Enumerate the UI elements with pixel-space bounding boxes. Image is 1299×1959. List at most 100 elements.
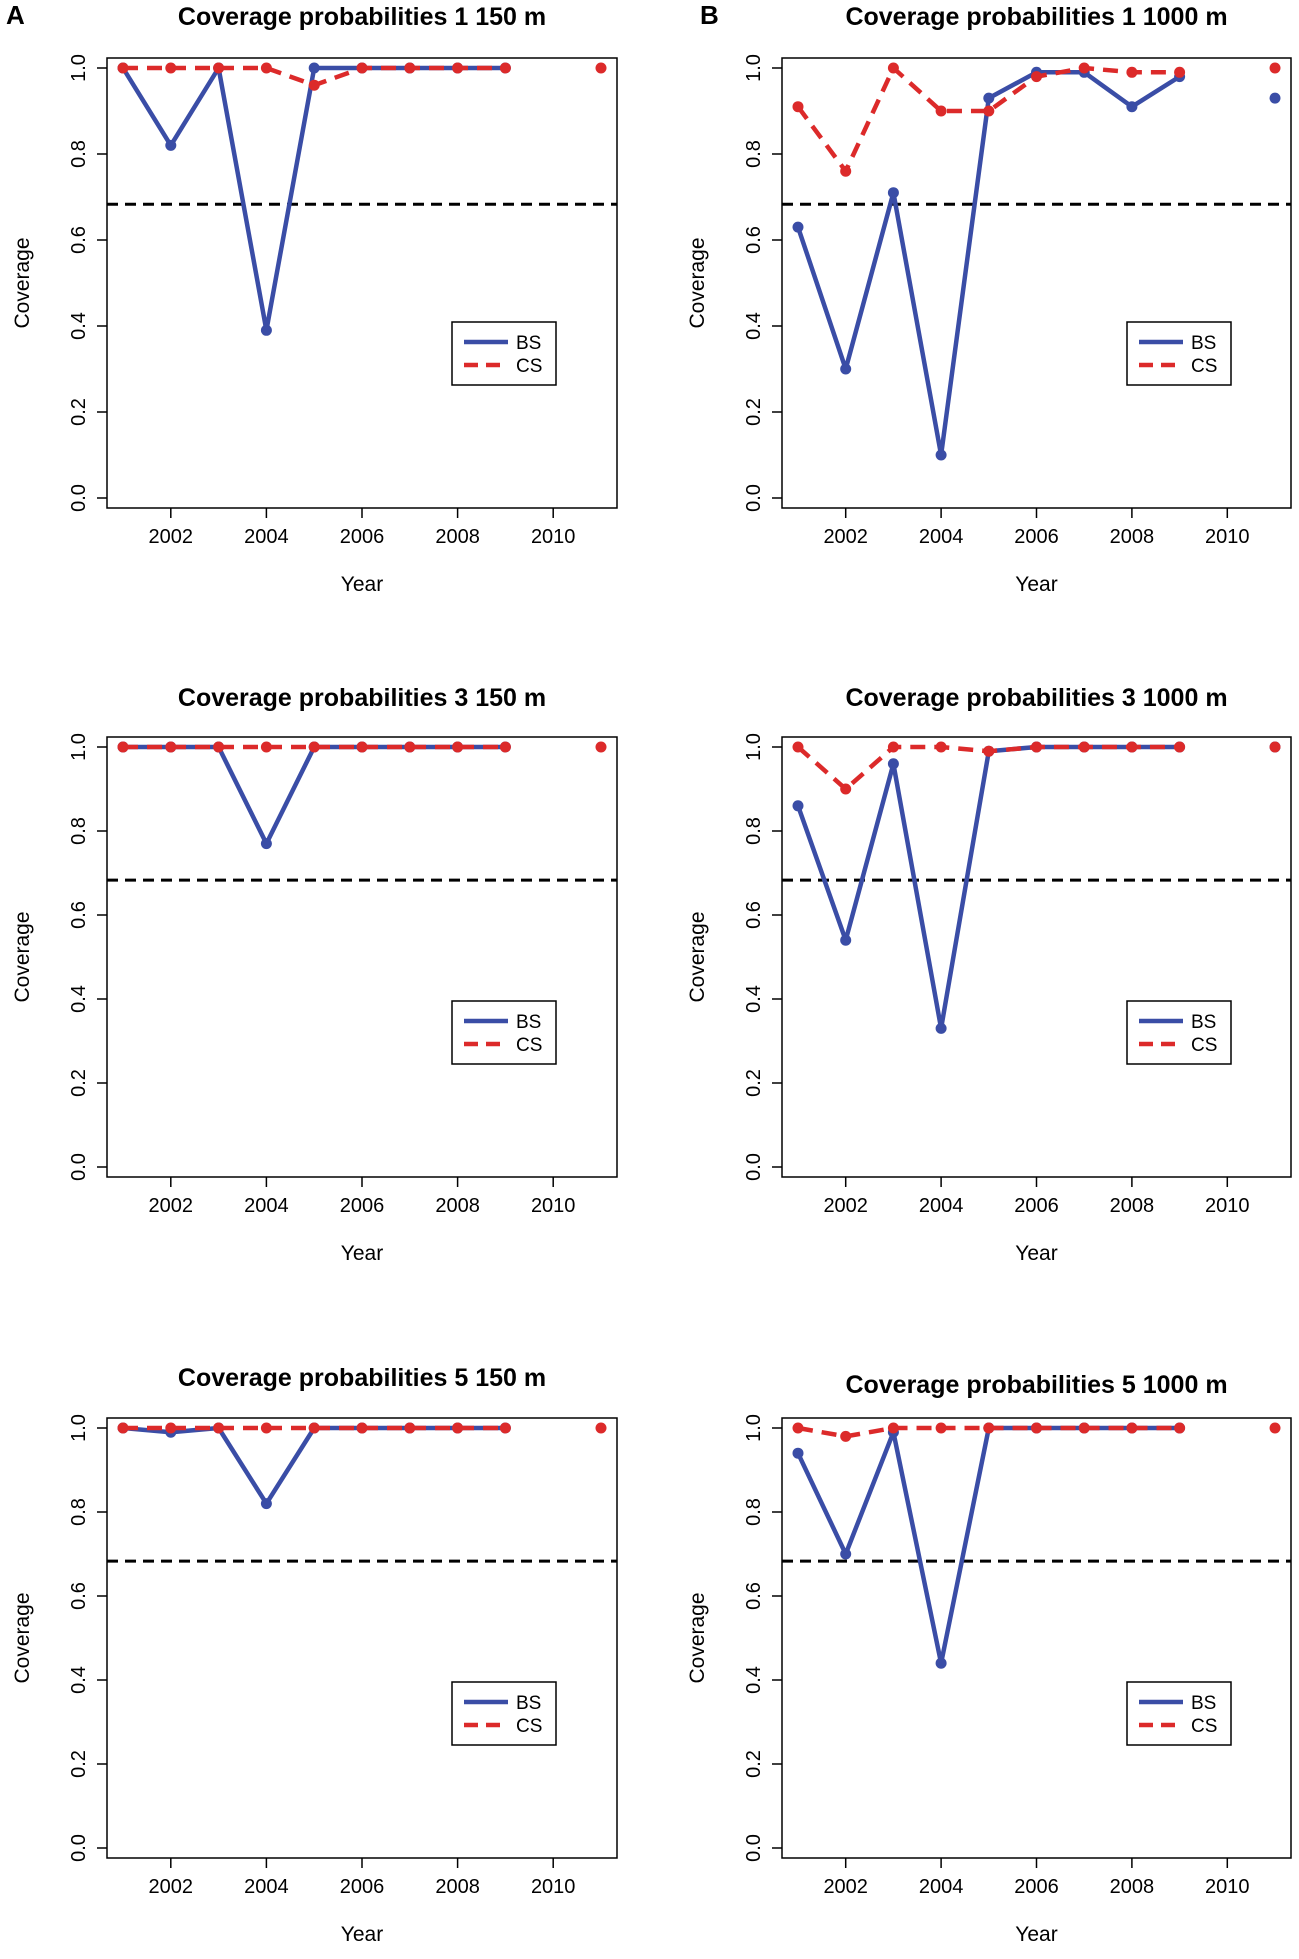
data-point-cs bbox=[165, 62, 177, 74]
x-axis-label: Year bbox=[1015, 1923, 1057, 1946]
data-point-cs bbox=[260, 62, 272, 74]
y-tick-label: 0.4 bbox=[743, 1666, 765, 1694]
y-axis-label: Coverage bbox=[686, 911, 709, 1002]
x-tick-label: 2010 bbox=[531, 1876, 576, 1898]
chart-title: Coverage probabilities 5 1000 m bbox=[845, 1371, 1227, 1399]
series-line-bs bbox=[795, 1425, 1180, 1666]
y-tick-label: 1.0 bbox=[743, 733, 765, 761]
data-point-cs bbox=[1031, 71, 1042, 83]
data-point-bs bbox=[1269, 92, 1281, 104]
y-axis-label: Coverage bbox=[686, 1592, 709, 1683]
y-tick-label: 0.6 bbox=[68, 226, 90, 254]
data-point-cs bbox=[792, 101, 804, 113]
data-point-bs bbox=[792, 1447, 804, 1459]
y-tick-label: 0.4 bbox=[68, 985, 90, 1013]
data-point-bs bbox=[260, 324, 272, 336]
panel-label-a: A bbox=[6, 0, 25, 30]
x-tick-label: 2008 bbox=[435, 526, 480, 548]
y-axis-label: Coverage bbox=[11, 911, 34, 1002]
data-point-cs bbox=[499, 62, 511, 74]
data-point-cs bbox=[499, 1422, 511, 1434]
y-tick-label: 0.8 bbox=[68, 817, 90, 845]
data-point-cs bbox=[452, 1422, 464, 1434]
data-point-cs bbox=[1031, 1422, 1042, 1434]
y-tick-label: 0.8 bbox=[68, 140, 90, 168]
data-point-cs bbox=[117, 1422, 129, 1434]
chart-panel-4: Coverage probabilities 3 1000 m 0.0 0.2 0.4… bbox=[686, 684, 1292, 1265]
y-tick-label: 1.0 bbox=[743, 1414, 765, 1442]
data-point-cs bbox=[595, 1422, 607, 1434]
data-point-cs bbox=[308, 741, 320, 753]
x-tick-label: 2006 bbox=[1014, 1876, 1059, 1898]
x-tick-label: 2002 bbox=[149, 526, 194, 548]
data-point-cs bbox=[213, 741, 225, 753]
y-tick-label: 0.0 bbox=[68, 484, 90, 512]
data-point-cs bbox=[165, 741, 177, 753]
legend-label-cs: CS bbox=[1191, 1716, 1217, 1737]
y-tick-label: 0.2 bbox=[68, 1069, 90, 1097]
x-axis-label: Year bbox=[1015, 1242, 1057, 1265]
data-point-cs bbox=[983, 745, 995, 757]
data-point-bs bbox=[792, 800, 804, 812]
panel-label-b: B bbox=[700, 0, 719, 30]
chart-panel-2: Coverage probabilities 1 1000 m 0.0 0.2 0.4… bbox=[686, 3, 1292, 596]
legend-box bbox=[1126, 1681, 1232, 1746]
y-tick-label: 0.6 bbox=[743, 1582, 765, 1610]
y-tick-label: 0.2 bbox=[743, 1069, 765, 1097]
x-tick-label: 2008 bbox=[1110, 1876, 1155, 1898]
y-tick-label: 1.0 bbox=[68, 1414, 90, 1442]
x-tick-label: 2002 bbox=[823, 526, 868, 548]
chart-panel-3: Coverage probabilities 3 150 m 0.0 0.2 0.4 0… bbox=[11, 684, 618, 1265]
plot-frame bbox=[106, 736, 618, 1178]
chart-title: Coverage probabilities 3 150 m bbox=[178, 684, 546, 712]
data-point-bs bbox=[887, 758, 899, 770]
data-point-cs bbox=[792, 741, 804, 753]
data-point-cs bbox=[983, 105, 995, 117]
data-point-cs bbox=[452, 62, 464, 74]
x-tick-label: 2010 bbox=[1205, 1195, 1250, 1217]
data-point-bs bbox=[935, 449, 947, 461]
x-tick-label: 2008 bbox=[435, 1876, 480, 1898]
chart-title: Coverage probabilities 5 150 m bbox=[178, 1364, 546, 1392]
legend-box bbox=[451, 1000, 557, 1065]
legend-label-bs: BS bbox=[1191, 1693, 1216, 1714]
y-tick-label: 0.6 bbox=[743, 226, 765, 254]
legend-box bbox=[1126, 321, 1232, 386]
plot-frame bbox=[781, 1417, 1292, 1859]
data-point-cs bbox=[1078, 741, 1090, 753]
x-tick-label: 2002 bbox=[823, 1876, 868, 1898]
data-point-cs bbox=[1078, 62, 1090, 74]
series-line-bs bbox=[121, 65, 506, 333]
y-tick-label: 0.4 bbox=[743, 312, 765, 340]
x-tick-label: 2010 bbox=[531, 1195, 576, 1217]
y-tick-label: 0.6 bbox=[68, 1582, 90, 1610]
series-line-bs bbox=[795, 744, 1180, 1031]
data-point-cs bbox=[1269, 741, 1281, 753]
y-axis-label: Coverage bbox=[11, 1592, 34, 1683]
data-point-cs bbox=[356, 62, 368, 74]
x-tick-label: 2006 bbox=[340, 1195, 385, 1217]
data-point-cs bbox=[404, 1422, 416, 1434]
y-tick-label: 0.2 bbox=[743, 1750, 765, 1778]
plot-frame bbox=[781, 736, 1292, 1178]
y-tick-label: 0.4 bbox=[68, 312, 90, 340]
data-point-cs bbox=[887, 741, 899, 753]
data-point-cs bbox=[260, 741, 272, 753]
y-tick-label: 0.6 bbox=[68, 901, 90, 929]
series-line-cs bbox=[796, 65, 1180, 174]
data-point-cs bbox=[213, 62, 225, 74]
chart-panel-5: Coverage probabilities 5 150 m 0.0 0.2 0.4 0… bbox=[11, 1364, 618, 1946]
legend-label-cs: CS bbox=[516, 356, 542, 377]
data-point-cs bbox=[1174, 1422, 1186, 1434]
y-tick-label: 0.4 bbox=[743, 985, 765, 1013]
y-tick-label: 0.0 bbox=[68, 1153, 90, 1181]
data-point-cs bbox=[935, 105, 947, 117]
data-point-cs bbox=[1126, 66, 1138, 78]
data-point-cs bbox=[935, 1422, 947, 1434]
data-point-cs bbox=[595, 62, 607, 74]
legend-label-bs: BS bbox=[516, 333, 541, 354]
legend-label-bs: BS bbox=[1191, 1012, 1216, 1033]
x-tick-label: 2010 bbox=[531, 526, 576, 548]
x-axis-label: Year bbox=[341, 1242, 383, 1265]
chart-title: Coverage probabilities 1 150 m bbox=[178, 3, 546, 31]
